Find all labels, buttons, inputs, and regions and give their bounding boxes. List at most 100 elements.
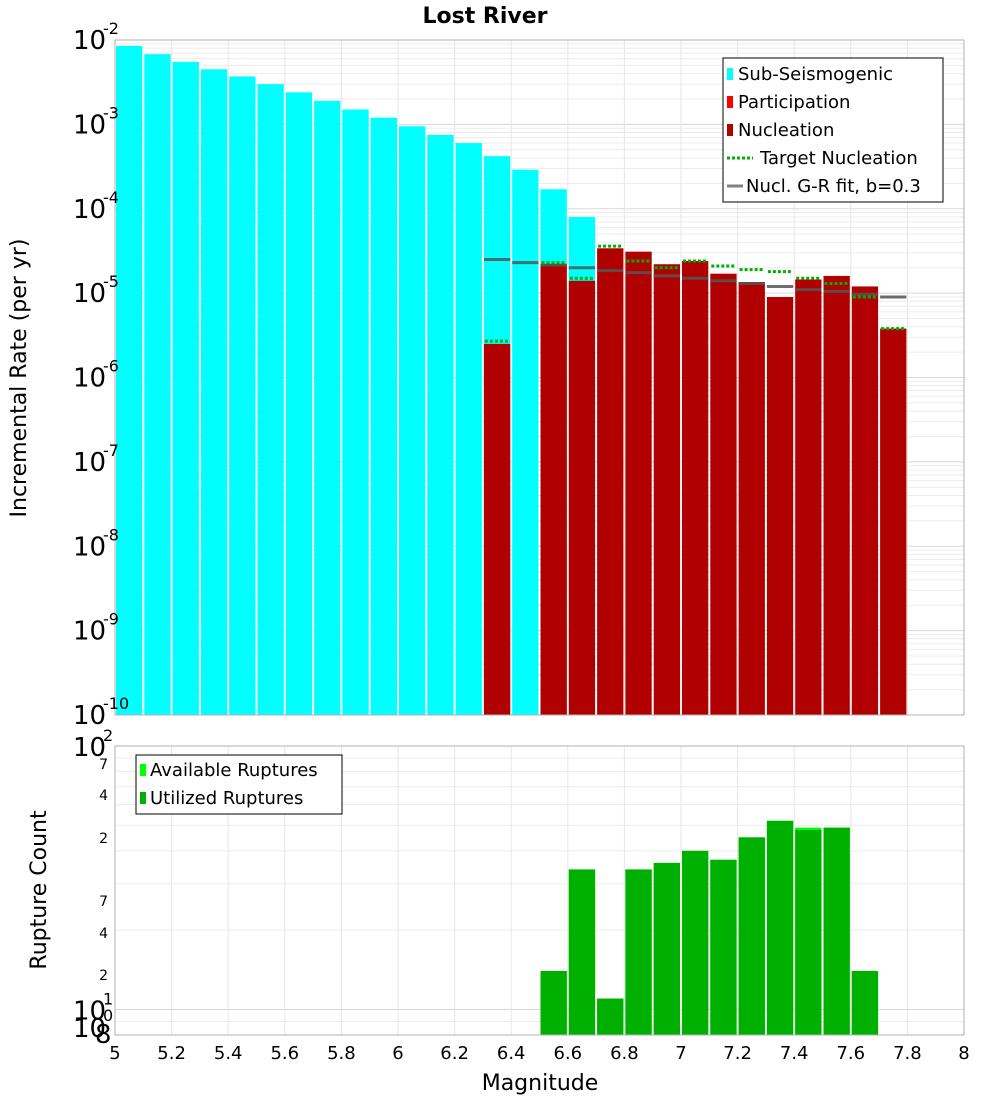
top-y-tick-base: 10	[73, 195, 106, 225]
utilized-ruptures-bar	[653, 862, 680, 1035]
top-legend: Sub-Seismogenic Participation Nucleation Ta…	[722, 57, 944, 203]
bottom-y-minor-tick-label: 2	[99, 968, 108, 984]
top-y-tick-exponent: -10	[103, 694, 129, 713]
bottom-y-axis-label: Rupture Count	[27, 810, 52, 970]
utilized-ruptures-bar	[795, 829, 822, 1035]
legend-swatch	[727, 124, 733, 136]
top-y-tick-exponent: -3	[103, 103, 119, 122]
nucleation-bar	[823, 275, 850, 715]
utilized-ruptures-bar	[625, 869, 652, 1035]
top-panel: Lost River 10-1010-910-810-710-610-510-4…	[7, 4, 965, 731]
x-ticks: 5 5.2 5.4 5.6 5.8 6 6.2 6.4 6.6 6.8 7 7.2 7.4 7.6 7.8 8	[109, 1043, 969, 1064]
utilized-ruptures-bar	[597, 998, 624, 1035]
bottom-y-tick-base: 10	[73, 996, 106, 1026]
utilized-ruptures-bar	[682, 850, 709, 1035]
utilized-ruptures-bar	[568, 869, 596, 1035]
legend-label: Nucleation	[738, 120, 834, 141]
bottom-y-tick-exponent: 0	[103, 1006, 113, 1025]
nucleation-bar	[710, 273, 737, 715]
x-tick-label: 5.2	[157, 1043, 186, 1064]
legend-label: Participation	[738, 92, 850, 113]
bottom-y-minor-tick-label: 4	[99, 926, 108, 942]
legend-label: Utilized Ruptures	[150, 788, 303, 809]
x-axis-label: Magnitude	[482, 1071, 599, 1096]
legend-label: Target Nucleation	[759, 148, 918, 169]
utilized-ruptures-bar	[540, 970, 567, 1035]
legend-swatch	[140, 792, 146, 804]
nucleation-bar	[653, 264, 680, 715]
sub-seismogenic-bar	[229, 76, 256, 715]
top-y-tick-base: 10	[73, 279, 106, 309]
utilized-ruptures-bar	[738, 837, 765, 1035]
top-y-tick-exponent: -7	[103, 441, 119, 460]
bottom-y-minor-tick-label: 7	[99, 757, 108, 773]
bottom-y-minor-tick-label: 2	[99, 831, 108, 847]
sub-seismogenic-bar	[116, 45, 143, 716]
bottom-plot-frame	[114, 745, 965, 1036]
x-tick-label: 5.4	[214, 1043, 243, 1064]
nucleation-bar	[880, 328, 907, 715]
bottom-bars	[540, 820, 879, 1035]
x-tick-label: 8	[958, 1043, 969, 1064]
top-bars	[116, 45, 907, 716]
utilized-ruptures-bar	[710, 859, 737, 1035]
x-tick-label: 5	[109, 1043, 120, 1064]
bottom-y-tick-suffix: 8	[95, 1020, 112, 1050]
bottom-y-minor-tick-label: 7	[99, 894, 108, 910]
nucleation-bar	[597, 248, 624, 715]
top-line-marks	[483, 244, 907, 343]
nucleation-bar	[483, 343, 511, 715]
bottom-y-tick-base: 10	[73, 1014, 106, 1044]
bottom-legend: Available Ruptures Utilized Ruptures	[135, 754, 343, 815]
sub-seismogenic-bar	[427, 134, 454, 716]
bottom-y-tick-exponent: 2	[103, 726, 113, 745]
sub-seismogenic-bar	[455, 143, 482, 715]
top-y-tick-exponent: -8	[103, 525, 119, 544]
top-y-tick-base: 10	[73, 448, 106, 478]
top-y-tick-base: 10	[73, 701, 106, 731]
top-plot-frame	[114, 39, 965, 716]
chart-title: Lost River	[423, 4, 548, 29]
top-y-tick-base: 10	[73, 110, 106, 140]
x-tick-label: 6.8	[610, 1043, 639, 1064]
nucleation-bar	[766, 296, 794, 715]
x-tick-label: 6.6	[553, 1043, 582, 1064]
sub-seismogenic-bar	[314, 100, 341, 715]
top-y-tick-base: 10	[73, 26, 106, 56]
x-tick-label: 7	[675, 1043, 686, 1064]
x-tick-label: 6.4	[497, 1043, 526, 1064]
utilized-ruptures-bar	[823, 827, 850, 1035]
nucleation-bar	[625, 251, 652, 715]
top-y-tick-exponent: -5	[103, 272, 119, 291]
top-y-tick-exponent: -2	[103, 19, 119, 38]
bottom-y-minor-tick-label: 4	[99, 788, 108, 804]
sub-seismogenic-bar	[172, 61, 199, 715]
sub-seismogenic-bar	[144, 54, 171, 715]
top-y-tick-exponent: -9	[103, 610, 119, 629]
nucleation-bar	[682, 261, 709, 715]
nucleation-bar	[738, 282, 765, 715]
legend-swatch	[727, 68, 733, 80]
nucleation-bar	[851, 286, 879, 715]
utilized-ruptures-bar	[766, 820, 794, 1035]
x-tick-label: 7.4	[780, 1043, 809, 1064]
sub-seismogenic-bar	[257, 84, 284, 715]
sub-seismogenic-bar	[370, 117, 397, 715]
nucleation-bar	[540, 264, 567, 715]
sub-seismogenic-bar	[342, 109, 369, 715]
x-tick-label: 7.2	[723, 1043, 752, 1064]
top-y-axis-label: Incremental Rate (per yr)	[7, 239, 32, 518]
top-legend-box	[722, 57, 944, 203]
utilized-ruptures-bar	[851, 970, 879, 1035]
top-y-tick-base: 10	[73, 617, 106, 647]
nucleation-bar	[795, 279, 822, 715]
legend-label: Nucl. G-R fit, b=0.3	[746, 176, 921, 197]
bottom-y-tick-exponent: 1	[103, 989, 113, 1008]
bottom-y-tick-base: 10	[73, 733, 106, 763]
sub-seismogenic-bar	[200, 69, 228, 715]
top-y-tick-exponent: -4	[103, 188, 119, 207]
